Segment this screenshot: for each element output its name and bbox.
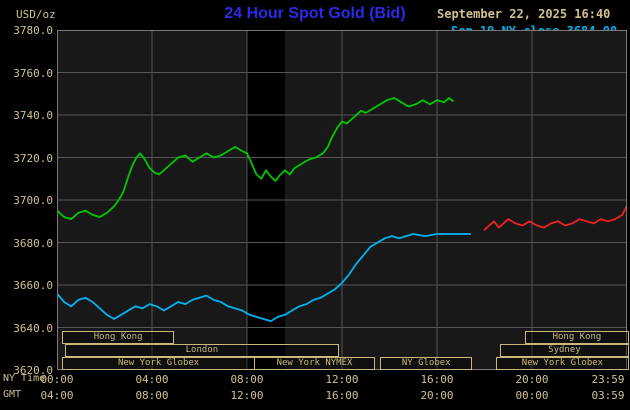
y-tick-label: 3720.0 (13, 151, 53, 165)
ny-time-tick-label: 08:00 (230, 373, 264, 386)
gmt-tick-label: 03:59 (591, 389, 625, 402)
ny-time-tick-label: 20:00 (515, 373, 549, 386)
y-tick-label: 3680.0 (13, 236, 53, 250)
session-bar-new-york-globex: New York Globex (495, 357, 629, 370)
ny-time-tick-label: 16:00 (420, 373, 454, 386)
gmt-axis-label: GMT (3, 389, 22, 400)
y-tick-label: 3640.0 (13, 321, 53, 335)
y-tick-label: 3700.0 (13, 194, 53, 207)
gmt-tick-label: 16:00 (325, 389, 359, 402)
y-tick-label: 3740.0 (13, 109, 53, 122)
gmt-tick-label: 20:00 (420, 389, 454, 402)
gmt-tick-label: 12:00 (230, 389, 264, 402)
gmt-tick-label: 00:00 (515, 389, 549, 402)
session-bar-hong-kong: Hong Kong (62, 331, 175, 344)
ny-time-tick-label: 00:00 (40, 373, 74, 386)
session-bar-new-york-nymex: New York NYMEX (254, 357, 375, 370)
ny-time-tick-label: 23:59 (591, 373, 625, 386)
ny-time-tick-label: 04:00 (135, 373, 169, 386)
session-bar-hong-kong: Hong Kong (524, 331, 629, 344)
chart-datetime: September 22, 2025 16:40 (437, 7, 611, 21)
y-tick-label: 3660.0 (13, 279, 53, 292)
gmt-tick-label: 08:00 (135, 389, 169, 402)
session-bar-ny-globex: NY Globex (380, 357, 473, 370)
gmt-tick-label: 04:00 (40, 389, 74, 402)
y-tick-label: 3780.0 (13, 24, 53, 37)
y-axis-units-label: USD/oz (16, 8, 56, 21)
session-bar-new-york-globex: New York Globex (62, 357, 256, 370)
session-bar-london: London (64, 344, 339, 357)
ny-time-axis-label: NY Time (3, 373, 46, 384)
plot-area: Hong Kong Hong Kong London Sydney New York G… (57, 30, 629, 370)
chart-title: 24 Hour Spot Gold (Bid) (224, 5, 406, 22)
price-lines-chart (57, 30, 627, 370)
ny-time-tick-label: 12:00 (325, 373, 359, 386)
y-tick-label: 3760.0 (13, 66, 53, 80)
session-bar-sydney: Sydney (499, 344, 629, 357)
y-tick-label: 3620.0 (13, 364, 53, 377)
